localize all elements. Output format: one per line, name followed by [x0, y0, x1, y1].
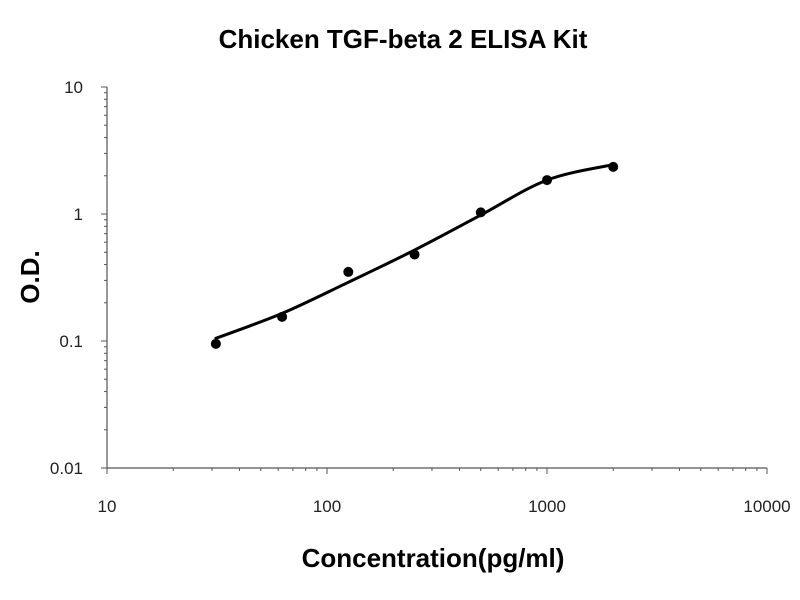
data-point: [210, 338, 221, 349]
x-tick-label: 1000: [528, 497, 566, 516]
data-point: [409, 249, 420, 260]
data-point: [343, 266, 354, 277]
y-tick-label: 0.01: [50, 459, 83, 478]
chart-title: Chicken TGF-beta 2 ELISA Kit: [219, 24, 588, 54]
data-point: [277, 311, 288, 322]
data-point: [475, 207, 486, 218]
y-tick-label: 10: [64, 78, 83, 97]
data-point: [608, 161, 619, 172]
y-tick-label: 1: [74, 205, 83, 224]
axes: [106, 87, 767, 469]
data-points-group: [210, 161, 619, 349]
y-tick-label: 0.1: [59, 332, 83, 351]
x-tick-label: 100: [313, 497, 341, 516]
data-point: [542, 175, 552, 186]
x-axis-title: Concentration(pg/ml): [302, 543, 565, 573]
x-tick-label: 10000: [743, 497, 790, 516]
axis-tick-labels: 10 100 1000 10000 0.01 0.1 1 10: [50, 78, 791, 516]
y-axis-title: O.D.: [15, 250, 45, 303]
axis-ticks: [101, 86, 768, 474]
x-tick-label: 10: [98, 497, 117, 516]
